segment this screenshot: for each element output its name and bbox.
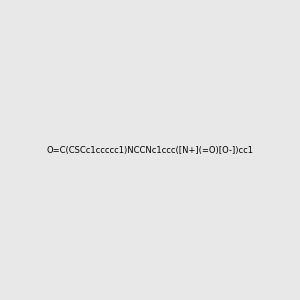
Text: O=C(CSCc1ccccc1)NCCNc1ccc([N+](=O)[O-])cc1: O=C(CSCc1ccccc1)NCCNc1ccc([N+](=O)[O-])c… [46, 146, 253, 154]
